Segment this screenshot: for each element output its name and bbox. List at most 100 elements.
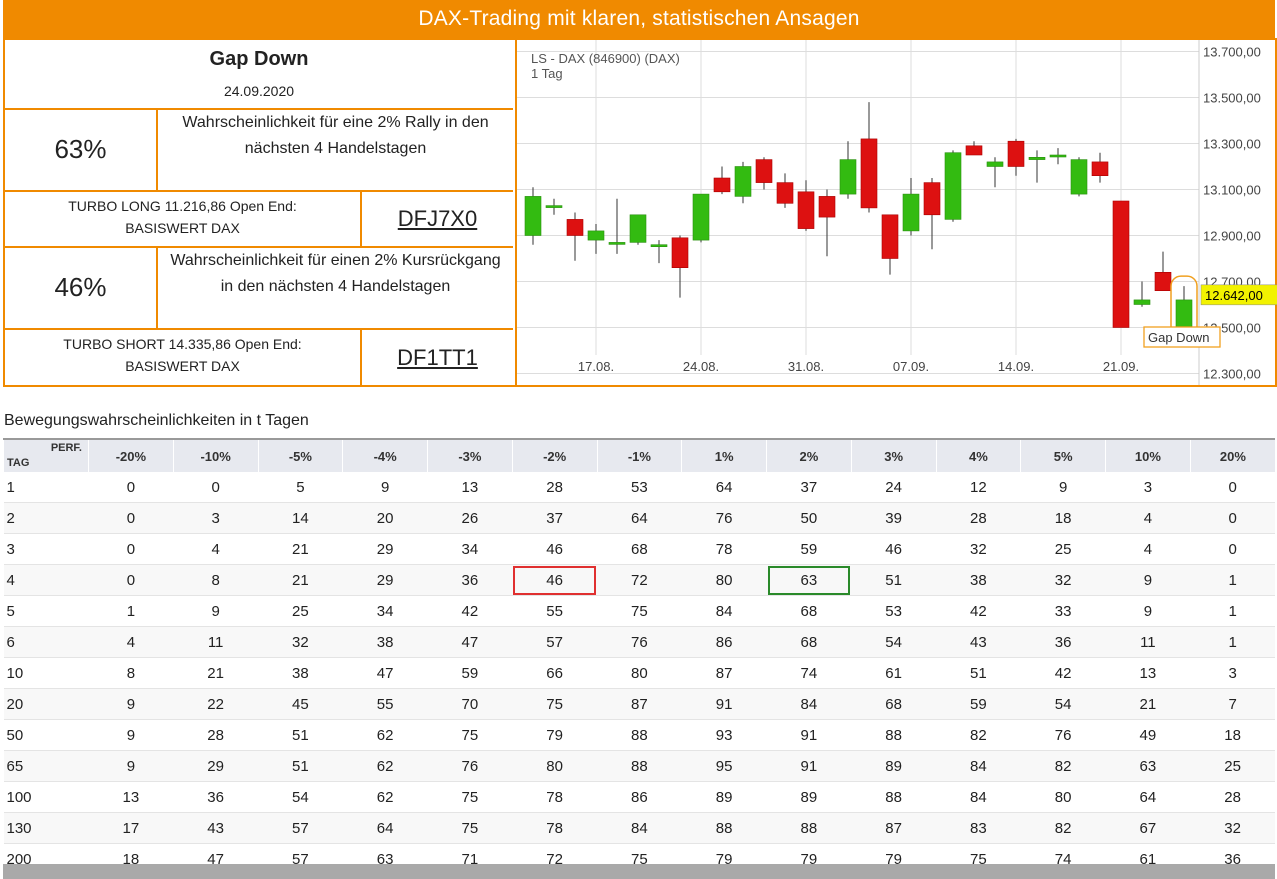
candle bbox=[1154, 251, 1172, 292]
candle-body-up bbox=[902, 193, 920, 232]
signal-panel: Gap Down 24.09.2020 63% Wahrscheinlichke… bbox=[3, 38, 1277, 387]
table-cell: 28 bbox=[173, 719, 258, 751]
long-turbo-info: TURBO LONG 11.216,86 Open End: BASISWERT… bbox=[5, 192, 362, 248]
probability-table: PERF. TAG -20% -10% -5% -4% -3% -2% -1% 1% 2% 3% 4… bbox=[3, 438, 1275, 875]
table-cell: 61 bbox=[851, 657, 936, 689]
candlestick-chart: 13.700,00 13.500,00 13.300,00 13.100,00 12.9… bbox=[517, 40, 1277, 385]
table-cell: 82 bbox=[1020, 750, 1106, 782]
candle bbox=[1112, 200, 1130, 328]
horizontal-scrollbar[interactable] bbox=[3, 864, 1275, 879]
table-row: 3 0 4 21 29 34 46 68 78 59 46 32 25 4 0 bbox=[3, 533, 1275, 565]
table-cell: 75 bbox=[427, 719, 513, 751]
table-cell: 13 bbox=[1105, 657, 1191, 689]
x-tick-label: 21.09. bbox=[1103, 359, 1139, 374]
table-row: 4 0 8 21 29 36 46 72 80 63 51 38 32 9 1 bbox=[3, 564, 1275, 596]
table-cell: 3 bbox=[1105, 472, 1191, 503]
table-cell: 64 bbox=[342, 812, 428, 844]
row-tag: 130 bbox=[3, 812, 89, 844]
table-cell: 88 bbox=[766, 812, 852, 844]
candle-body-up bbox=[1175, 299, 1193, 328]
column-header: -10% bbox=[172, 438, 258, 472]
short-wkn-link[interactable]: DF1TT1 bbox=[397, 345, 478, 370]
table-cell: 32 bbox=[258, 626, 343, 658]
column-header: 3% bbox=[850, 438, 936, 472]
table-cell: 46 bbox=[851, 533, 936, 565]
table-cell: 39 bbox=[851, 502, 936, 534]
candle bbox=[587, 224, 605, 254]
table-cell: 29 bbox=[342, 533, 428, 565]
table-cell: 88 bbox=[597, 719, 682, 751]
table-cell: 64 bbox=[681, 472, 767, 503]
column-header: -3% bbox=[427, 438, 513, 472]
candle-body-down bbox=[1154, 272, 1172, 292]
table-cell: 21 bbox=[258, 533, 343, 565]
table-cell: 0 bbox=[1190, 502, 1275, 534]
x-tick-label: 31.08. bbox=[788, 359, 824, 374]
table-cell: 51 bbox=[258, 719, 343, 751]
candle bbox=[713, 166, 731, 195]
table-cell: 68 bbox=[766, 626, 852, 658]
table-cell: 36 bbox=[1020, 626, 1106, 658]
table-cell: 36 bbox=[173, 781, 258, 813]
row-tag: 20 bbox=[3, 688, 89, 720]
chart-title: LS - DAX (846900) (DAX) bbox=[531, 51, 680, 66]
table-cell: 21 bbox=[1105, 688, 1191, 720]
chart-subtitle: 1 Tag bbox=[531, 66, 563, 81]
table-cell: 75 bbox=[512, 688, 597, 720]
table-cell: 75 bbox=[597, 595, 682, 627]
column-header: 5% bbox=[1020, 438, 1106, 472]
table-row: 10 8 21 38 47 59 66 80 87 74 61 51 42 13 3 bbox=[3, 657, 1275, 689]
table-cell: 12 bbox=[936, 472, 1021, 503]
table-cell: 80 bbox=[512, 750, 597, 782]
signal-date: 24.09.2020 bbox=[223, 83, 295, 99]
long-probability: 63% bbox=[5, 110, 158, 192]
candle bbox=[818, 189, 836, 257]
table-cell: 8 bbox=[173, 564, 258, 596]
table-cell: 9 bbox=[173, 595, 258, 627]
table-cell: 91 bbox=[766, 719, 852, 751]
table-cell: 51 bbox=[936, 657, 1021, 689]
chart-x-axis: 17.08. 24.08. 31.08. 07.09. 14.09. 21.09. bbox=[578, 359, 1139, 374]
table-cell: 62 bbox=[342, 781, 428, 813]
candle-body-down bbox=[776, 182, 794, 204]
candle bbox=[545, 198, 563, 215]
table-header-row: PERF. TAG -20% -10% -5% -4% -3% -2% -1% 1% 2% 3% 4… bbox=[3, 438, 1275, 472]
table-cell: 89 bbox=[681, 781, 767, 813]
table-cell: 74 bbox=[766, 657, 852, 689]
table-cell: 88 bbox=[597, 750, 682, 782]
table-cell: 36 bbox=[427, 564, 513, 596]
candle bbox=[1175, 286, 1193, 333]
column-header: -20% bbox=[88, 438, 174, 472]
row-tag: 3 bbox=[3, 533, 89, 565]
candle bbox=[965, 141, 983, 156]
candle-body-up bbox=[524, 196, 542, 236]
table-cell: 0 bbox=[173, 472, 258, 503]
candle bbox=[650, 240, 668, 264]
table-row: 2 0 3 14 20 26 37 64 76 50 39 28 18 4 0 bbox=[3, 502, 1275, 534]
candle-body-up bbox=[944, 152, 962, 220]
table-cell: 0 bbox=[88, 502, 174, 534]
row-tag: 4 bbox=[3, 564, 89, 596]
candle bbox=[755, 157, 773, 190]
table-cell: 26 bbox=[427, 502, 513, 534]
table-cell: 28 bbox=[936, 502, 1021, 534]
candle bbox=[1049, 148, 1067, 165]
long-wkn-link[interactable]: DFJ7X0 bbox=[397, 206, 478, 231]
candle bbox=[734, 161, 752, 204]
table-cell: 78 bbox=[681, 533, 767, 565]
y-tick-label: 13.700,00 bbox=[1203, 45, 1261, 60]
x-tick-label: 24.08. bbox=[683, 359, 719, 374]
column-header: 2% bbox=[766, 438, 852, 472]
row-tag: 50 bbox=[3, 719, 89, 751]
table-cell: 43 bbox=[173, 812, 258, 844]
y-tick-label: 13.500,00 bbox=[1203, 91, 1261, 106]
table-cell: 72 bbox=[597, 564, 682, 596]
table-cell: 42 bbox=[1020, 657, 1106, 689]
chart-y-axis: 13.700,00 13.500,00 13.300,00 13.100,00 12.9… bbox=[1198, 40, 1261, 385]
table-cell: 25 bbox=[1020, 533, 1106, 565]
signal-title-cell: Gap Down 24.09.2020 bbox=[5, 40, 513, 110]
table-cell: 1 bbox=[88, 595, 174, 627]
candle bbox=[671, 235, 689, 298]
table-cell: 37 bbox=[766, 472, 852, 503]
table-cell: 89 bbox=[851, 750, 936, 782]
